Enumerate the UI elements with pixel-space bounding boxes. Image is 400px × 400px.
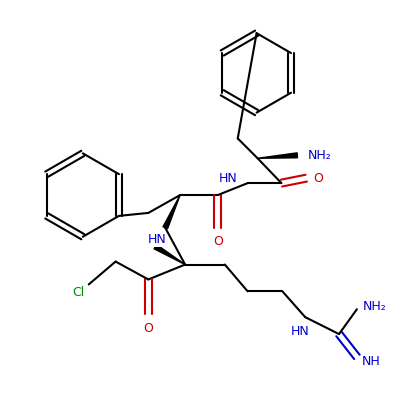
Text: HN: HN (291, 324, 310, 338)
Text: O: O (144, 322, 153, 335)
Text: Cl: Cl (73, 286, 85, 299)
Text: NH₂: NH₂ (307, 149, 331, 162)
Text: NH₂: NH₂ (363, 300, 387, 313)
Polygon shape (258, 153, 298, 158)
Text: O: O (313, 172, 323, 185)
Text: HN: HN (148, 233, 167, 246)
Polygon shape (163, 195, 180, 229)
Text: O: O (213, 235, 223, 248)
Text: NH: NH (362, 355, 380, 368)
Polygon shape (154, 244, 185, 264)
Text: HN: HN (219, 172, 238, 185)
